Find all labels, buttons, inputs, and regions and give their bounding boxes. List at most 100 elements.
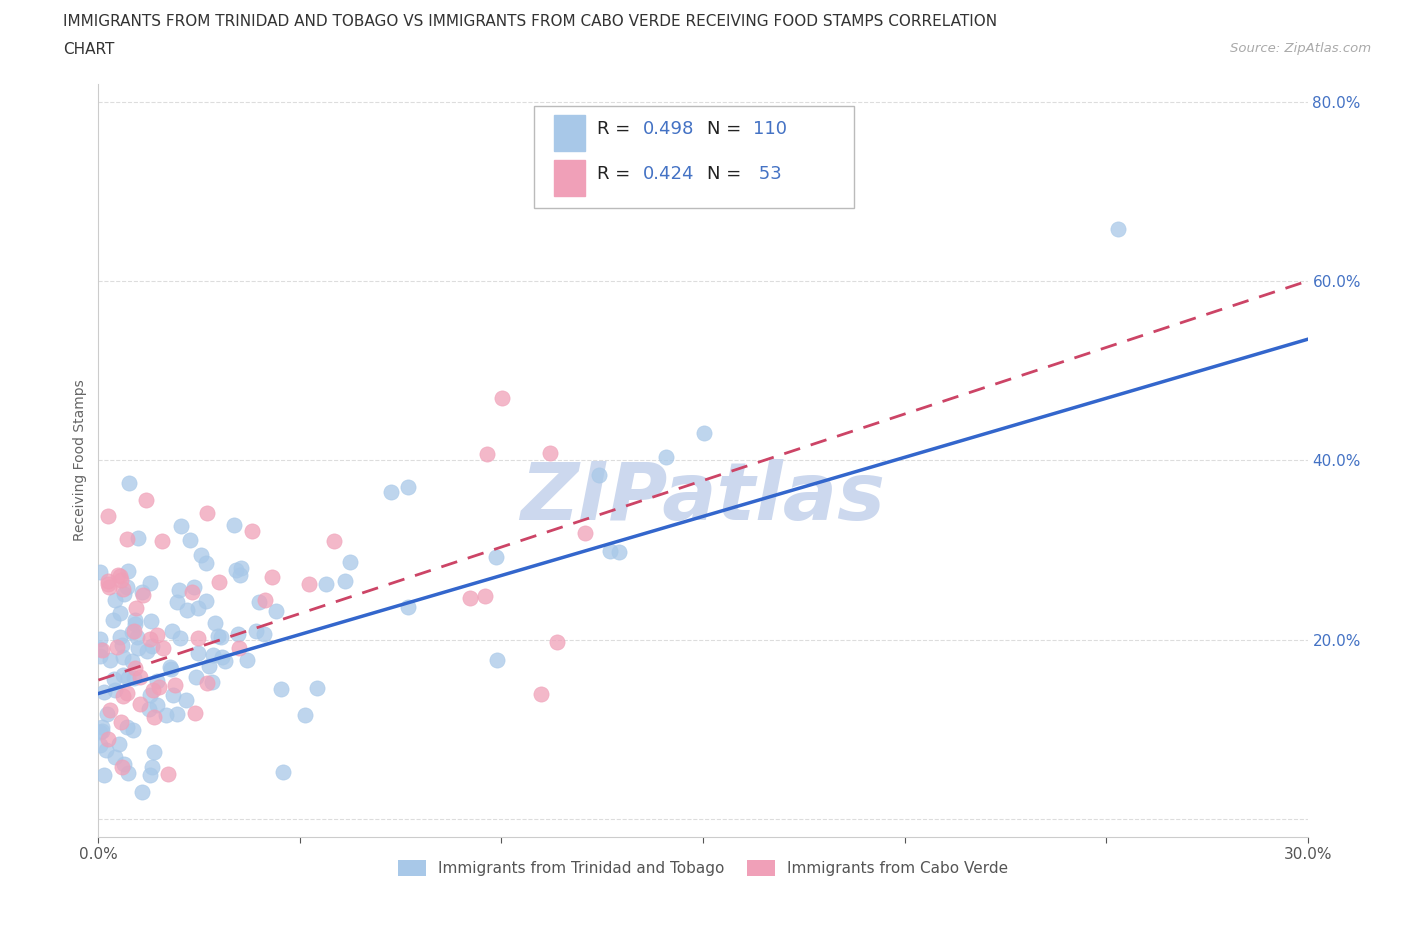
Text: 0.498: 0.498 bbox=[643, 120, 695, 138]
Point bbox=[105, 640, 128, 655]
Point bbox=[228, 641, 250, 656]
Point bbox=[458, 591, 481, 605]
Point bbox=[107, 567, 129, 582]
Legend: Immigrants from Trinidad and Tobago, Immigrants from Cabo Verde: Immigrants from Trinidad and Tobago, Imm… bbox=[392, 854, 1014, 882]
Point bbox=[247, 594, 270, 609]
Point bbox=[108, 737, 131, 751]
Text: Source: ZipAtlas.com: Source: ZipAtlas.com bbox=[1230, 42, 1371, 55]
Point bbox=[530, 687, 553, 702]
Point bbox=[117, 765, 139, 780]
Point bbox=[96, 707, 118, 722]
Point bbox=[148, 680, 170, 695]
Point bbox=[110, 715, 132, 730]
Point bbox=[111, 759, 134, 774]
Text: 110: 110 bbox=[752, 120, 786, 138]
Point bbox=[122, 671, 145, 685]
Point bbox=[339, 554, 361, 569]
Point bbox=[89, 724, 111, 739]
Point bbox=[298, 577, 321, 591]
Point bbox=[98, 652, 121, 667]
Point bbox=[103, 671, 125, 686]
Text: R =: R = bbox=[596, 166, 636, 183]
Point bbox=[201, 674, 224, 689]
Point bbox=[208, 575, 231, 590]
Point bbox=[93, 767, 115, 782]
Point bbox=[89, 737, 111, 752]
Point bbox=[170, 519, 193, 534]
Point bbox=[96, 742, 118, 757]
Point bbox=[211, 649, 233, 664]
FancyBboxPatch shape bbox=[534, 106, 855, 208]
Point bbox=[122, 623, 145, 638]
Point bbox=[110, 573, 132, 588]
Point bbox=[538, 445, 561, 460]
Point bbox=[98, 579, 121, 594]
Point bbox=[207, 629, 229, 644]
Point bbox=[101, 612, 124, 627]
Point bbox=[307, 681, 329, 696]
Point bbox=[271, 764, 294, 779]
Point bbox=[179, 532, 201, 547]
Text: ZIPatlas: ZIPatlas bbox=[520, 459, 886, 537]
Point bbox=[131, 585, 153, 600]
Point bbox=[112, 581, 135, 596]
Point bbox=[655, 450, 678, 465]
Point bbox=[167, 582, 190, 597]
Point bbox=[231, 561, 253, 576]
Point bbox=[181, 585, 204, 600]
Point bbox=[138, 576, 160, 591]
Point bbox=[155, 708, 177, 723]
Point bbox=[228, 568, 250, 583]
Point bbox=[129, 697, 152, 711]
Point bbox=[115, 532, 138, 547]
Point bbox=[209, 630, 232, 644]
Point bbox=[131, 587, 153, 602]
Point bbox=[89, 648, 111, 663]
Point bbox=[146, 673, 169, 688]
Text: 0.424: 0.424 bbox=[643, 166, 695, 183]
Point bbox=[124, 616, 146, 631]
Point bbox=[197, 658, 219, 673]
Point bbox=[124, 601, 146, 616]
Bar bbox=[554, 114, 585, 151]
Point bbox=[163, 678, 186, 693]
Point bbox=[184, 670, 207, 684]
Point bbox=[485, 653, 508, 668]
Point bbox=[112, 587, 135, 602]
Point bbox=[245, 623, 267, 638]
Point bbox=[222, 517, 245, 532]
Point bbox=[127, 531, 149, 546]
Point bbox=[93, 684, 115, 699]
Point bbox=[546, 634, 568, 649]
Point bbox=[146, 628, 169, 643]
Point bbox=[396, 479, 419, 494]
Point bbox=[160, 624, 183, 639]
Point bbox=[124, 612, 146, 627]
Point bbox=[118, 476, 141, 491]
Y-axis label: Receiving Food Stamps: Receiving Food Stamps bbox=[73, 379, 87, 541]
Point bbox=[90, 720, 112, 735]
Point bbox=[141, 759, 163, 774]
Point bbox=[135, 644, 157, 658]
Point bbox=[574, 525, 596, 540]
Point bbox=[121, 624, 143, 639]
Point bbox=[159, 659, 181, 674]
Point bbox=[115, 685, 138, 700]
Text: N =: N = bbox=[707, 120, 747, 138]
Point bbox=[474, 589, 496, 604]
Point bbox=[110, 630, 132, 644]
Point bbox=[380, 485, 402, 499]
Point bbox=[252, 627, 274, 642]
Text: IMMIGRANTS FROM TRINIDAD AND TOBAGO VS IMMIGRANTS FROM CABO VERDE RECEIVING FOOD: IMMIGRANTS FROM TRINIDAD AND TOBAGO VS I… bbox=[63, 14, 997, 29]
Point bbox=[333, 574, 356, 589]
Point bbox=[226, 627, 249, 642]
Point bbox=[127, 641, 149, 656]
Point bbox=[396, 600, 419, 615]
Point bbox=[139, 613, 162, 628]
Point bbox=[202, 648, 225, 663]
Point bbox=[270, 682, 292, 697]
Point bbox=[294, 707, 316, 722]
Point bbox=[98, 702, 121, 717]
Point bbox=[138, 701, 160, 716]
Point bbox=[112, 650, 135, 665]
